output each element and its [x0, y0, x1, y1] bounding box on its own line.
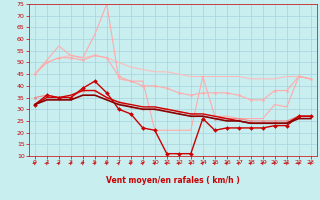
X-axis label: Vent moyen/en rafales ( km/h ): Vent moyen/en rafales ( km/h )	[106, 176, 240, 185]
